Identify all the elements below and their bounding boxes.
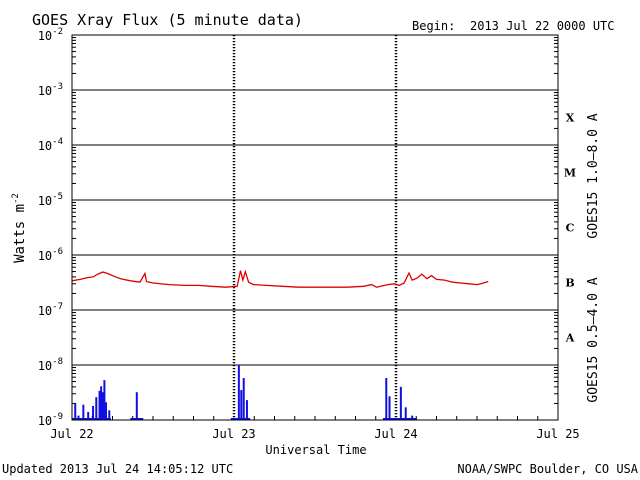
flare-class-a: A — [565, 332, 575, 345]
chart-title: GOES Xray Flux (5 minute data) — [32, 11, 303, 29]
begin-label: Begin: — [412, 19, 455, 33]
legend-goes15-long: GOES15 1.0–8.0 A — [586, 113, 601, 238]
flare-class-b: B — [565, 277, 574, 290]
y-tick-label: 10-7 — [38, 302, 63, 318]
y-tick-label: 10-4 — [38, 137, 63, 153]
y-tick-label: 10-2 — [38, 27, 63, 43]
flare-class-m: M — [564, 167, 576, 180]
series-layer — [71, 269, 489, 420]
begin-value: 2013 Jul 22 0000 UTC — [470, 19, 615, 33]
credit: NOAA/SWPC Boulder, CO USA — [457, 462, 638, 476]
y-tick-label: 10-9 — [38, 412, 63, 428]
x-tick-label: Jul 25 — [536, 427, 579, 441]
svg-text:Watts m-2: Watts m-2 — [11, 193, 28, 263]
plot-grid — [72, 34, 558, 421]
y-axis-label-exponent: -2 — [11, 193, 21, 204]
flare-class-labels: X M C B A — [564, 112, 576, 345]
updated-timestamp: Updated 2013 Jul 24 14:05:12 UTC — [2, 462, 233, 476]
y-tick-label: 10-8 — [38, 357, 63, 373]
plot-frame — [71, 34, 559, 421]
y-axis-label: Watts m-2 — [11, 193, 28, 263]
x-tick-label: Jul 22 — [50, 427, 93, 441]
y-tick-labels: 10-2 10-3 10-4 10-5 10-6 10-7 10-8 10-9 — [38, 27, 63, 428]
y-tick-label: 10-3 — [38, 82, 63, 98]
x-tick-label: Jul 24 — [374, 427, 417, 441]
y-tick-label: 10-6 — [38, 247, 63, 263]
legend-goes15-short: GOES15 0.5–4.0 A — [586, 277, 601, 402]
series-line-long — [71, 269, 489, 288]
x-axis-label: Universal Time — [265, 443, 366, 457]
y-axis-label-text: Watts m — [12, 204, 28, 263]
flare-class-c: C — [566, 222, 575, 235]
x-tick-label: Jul 23 — [212, 427, 255, 441]
y-tick-label: 10-5 — [38, 192, 63, 208]
flare-class-x: X — [566, 112, 575, 125]
x-tick-labels: Jul 22 Jul 23 Jul 24 Jul 25 — [50, 427, 579, 441]
